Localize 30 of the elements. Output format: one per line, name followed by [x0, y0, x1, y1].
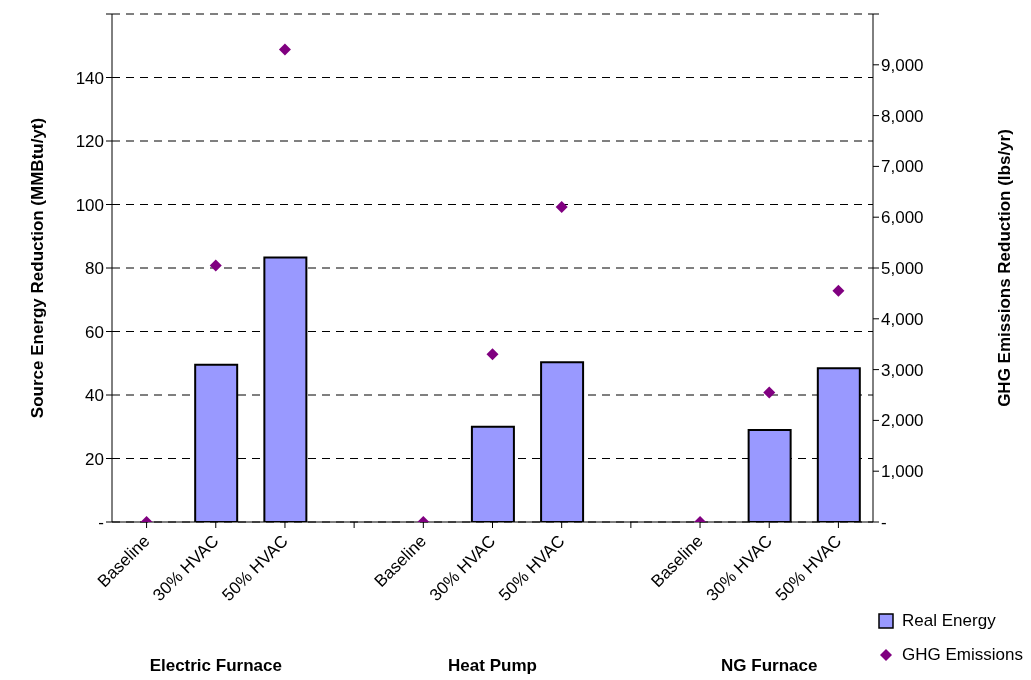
y2-tick-label: 3,000: [881, 360, 924, 380]
y-tick-label: 120: [75, 132, 104, 152]
legend-label: GHG Emissions: [902, 645, 1023, 665]
y-tick-label: 40: [85, 386, 104, 406]
text: NG Furnace: [720, 656, 819, 676]
y2-tick-label: 5,000: [881, 259, 924, 279]
y2-tick-label: 4,000: [881, 309, 924, 329]
point: [209, 259, 222, 272]
point: [555, 201, 568, 214]
y-tick-label: 80: [85, 259, 104, 279]
y2-tick-label: 8,000: [881, 106, 924, 126]
text: Heat Pump: [447, 656, 538, 676]
y-tick-label: 100: [75, 195, 104, 215]
y2-tick-label: 9,000: [881, 55, 924, 75]
y-axis-title: Source Energy Reduction (MMBtu/yt): [28, 117, 48, 419]
y-tick-label: 140: [75, 68, 104, 88]
y2-tick-label: 7,000: [881, 157, 924, 177]
point: [763, 386, 776, 399]
point: [832, 284, 845, 297]
y-tick-label: -: [98, 513, 104, 533]
y-tick-label: 60: [85, 322, 104, 342]
text: Electric Furnace: [148, 656, 283, 676]
legend-label: Real Energy: [902, 611, 996, 631]
point: [486, 348, 499, 361]
y2-tick-label: 2,000: [881, 411, 924, 431]
y2-tick-label: -: [881, 513, 887, 533]
y2-tick-label: 6,000: [881, 208, 924, 228]
y2-tick-label: 1,000: [881, 462, 924, 482]
y2-axis-title: GHG Emissions Reduction (lbs/yr): [995, 129, 1015, 407]
y-tick-label: 20: [85, 449, 104, 469]
